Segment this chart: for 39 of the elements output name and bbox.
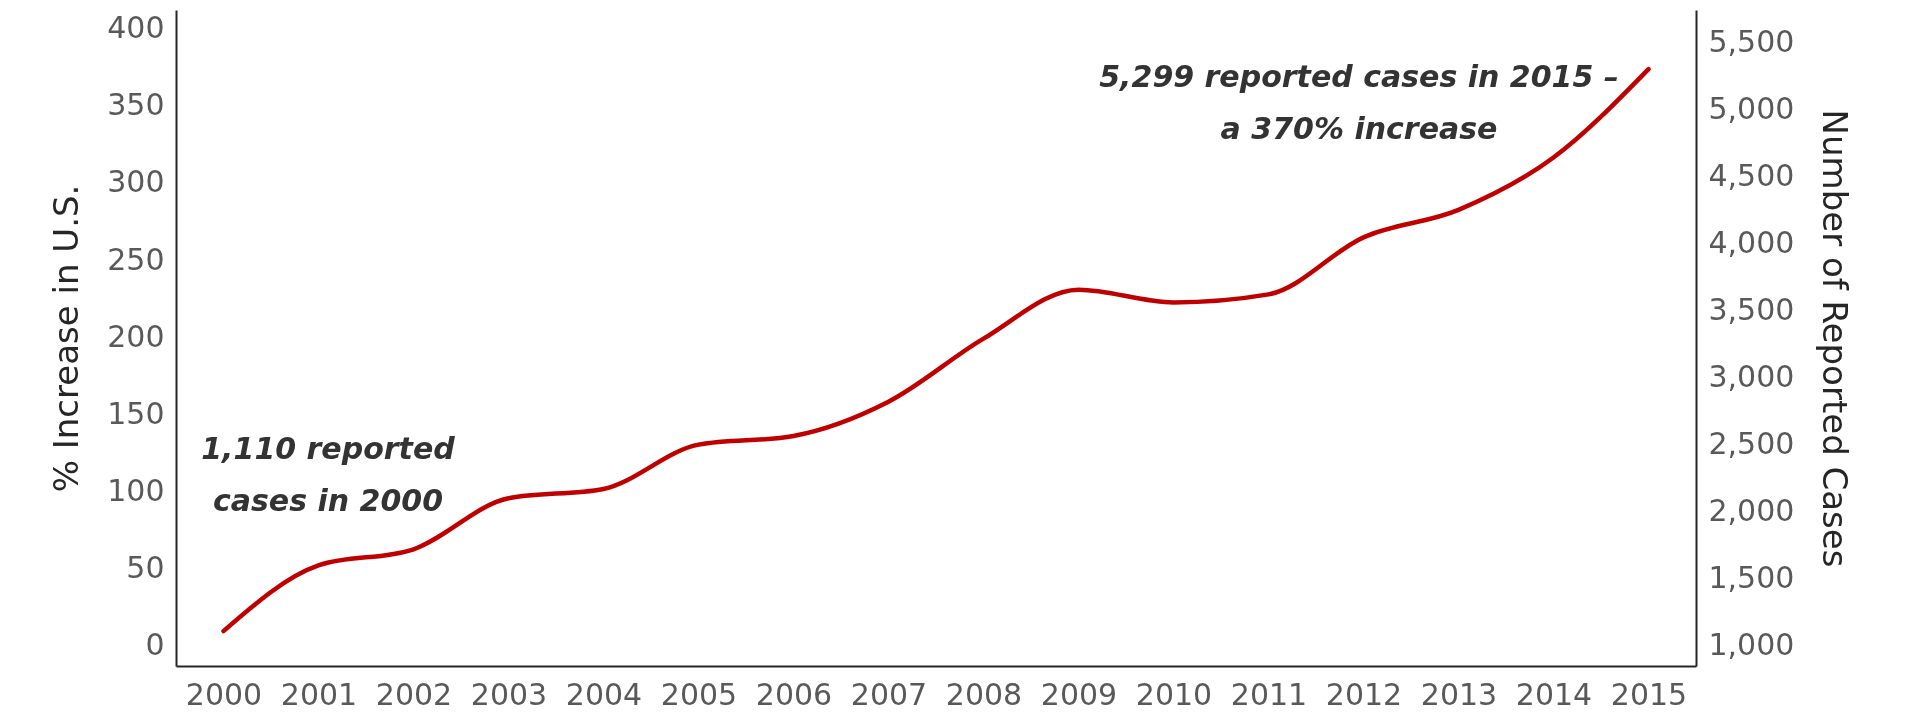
x-tick-label: 2009 xyxy=(1040,676,1118,712)
y-axis-title: % Increase in U.S. xyxy=(46,184,87,493)
x-tick-label: 2014 xyxy=(1515,676,1593,712)
y-tick-label: 300 xyxy=(107,164,165,200)
x-tick-label: 2015 xyxy=(1610,676,1688,712)
y2-tick-label: 2,500 xyxy=(1708,426,1795,462)
y2-axis-title: Number of Reported Cases xyxy=(1815,109,1856,568)
x-tick-label: 2012 xyxy=(1325,676,1403,712)
x-tick-label: 2008 xyxy=(945,676,1023,712)
x-tick-label: 2005 xyxy=(660,676,738,712)
x-tick-label: 2007 xyxy=(850,676,928,712)
y2-tick-label: 5,000 xyxy=(1708,90,1795,126)
y2-tick-label: 1,500 xyxy=(1708,560,1795,596)
y2-tick-label: 5,500 xyxy=(1708,23,1795,59)
x-tick-label: 2006 xyxy=(755,676,833,712)
y2-tick-label: 4,000 xyxy=(1708,224,1795,260)
y-tick-label: 200 xyxy=(107,318,165,354)
y2-tick-label: 2,000 xyxy=(1708,493,1795,529)
x-tick-label: 2000 xyxy=(185,676,263,712)
y2-tick-label: 1,000 xyxy=(1708,627,1795,663)
y-tick-label: 250 xyxy=(107,241,165,277)
y2-tick-label: 3,000 xyxy=(1708,359,1795,395)
annotation: 5,299 reported cases in 2015 – a 370% increase xyxy=(1099,59,1619,146)
y-tick-label: 400 xyxy=(107,10,165,46)
y-tick-label: 100 xyxy=(107,473,165,509)
x-tick-label: 2011 xyxy=(1230,676,1308,712)
x-tick-label: 2004 xyxy=(565,676,643,712)
x-tick-label: 2010 xyxy=(1135,676,1213,712)
y-tick-label: 150 xyxy=(107,395,165,431)
y2-tick-label: 3,500 xyxy=(1708,292,1795,327)
y-tick-label: 350 xyxy=(107,87,165,123)
y-tick-label: 0 xyxy=(145,627,165,663)
x-tick-label: 2001 xyxy=(280,676,358,712)
annotation: 1,110 reported cases in 2000 xyxy=(201,431,456,518)
x-tick-label: 2003 xyxy=(470,676,548,712)
x-tick-label: 2002 xyxy=(375,676,453,712)
x-tick-label: 2013 xyxy=(1420,676,1498,712)
y-tick-label: 50 xyxy=(126,550,165,586)
y2-tick-label: 4,500 xyxy=(1708,157,1795,193)
